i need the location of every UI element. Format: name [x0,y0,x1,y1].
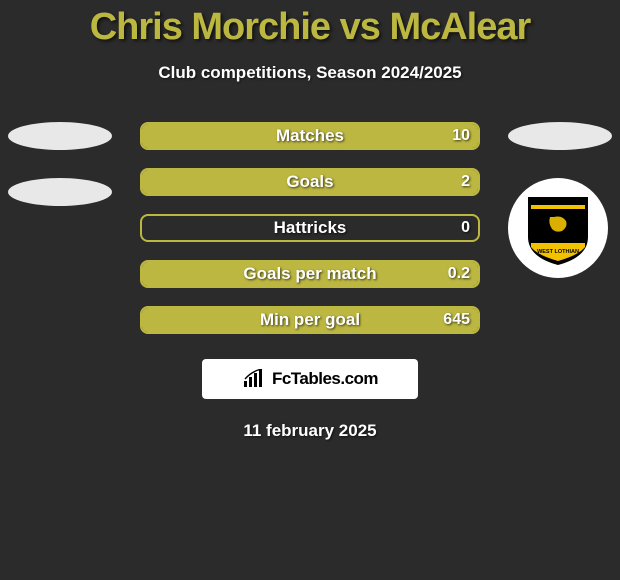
attribution-badge: FcTables.com [202,359,418,399]
stat-bar: Goals per match0.2 [140,260,480,288]
stat-bar: Hattricks0 [140,214,480,242]
bar-chart-icon [242,369,266,389]
stat-value-right: 0.2 [448,265,470,283]
stat-value-right: 645 [443,311,470,329]
stat-bar: Goals2 [140,168,480,196]
subtitle: Club competitions, Season 2024/2025 [0,63,620,83]
stat-row: Min per goal645 [0,297,620,343]
stat-row: Hattricks0 [0,205,620,251]
attribution-text: FcTables.com [272,369,378,389]
stat-value-right: 0 [461,219,470,237]
stat-row: Goals2 [0,159,620,205]
stat-label: Goals [142,172,478,192]
stat-row: Matches10 [0,113,620,159]
stat-value-right: 10 [452,127,470,145]
stat-bar: Min per goal645 [140,306,480,334]
stat-value-right: 2 [461,173,470,191]
stat-row: Goals per match0.2 [0,251,620,297]
stat-bar: Matches10 [140,122,480,150]
stat-label: Hattricks [142,218,478,238]
stat-label: Min per goal [142,310,478,330]
date-text: 11 february 2025 [0,421,620,441]
page-title: Chris Morchie vs McAlear [0,0,620,49]
stats-list: Matches10 Goals2 Hattricks0 Goals per match… [0,113,620,343]
stat-label: Matches [142,126,478,146]
stat-label: Goals per match [142,264,478,284]
